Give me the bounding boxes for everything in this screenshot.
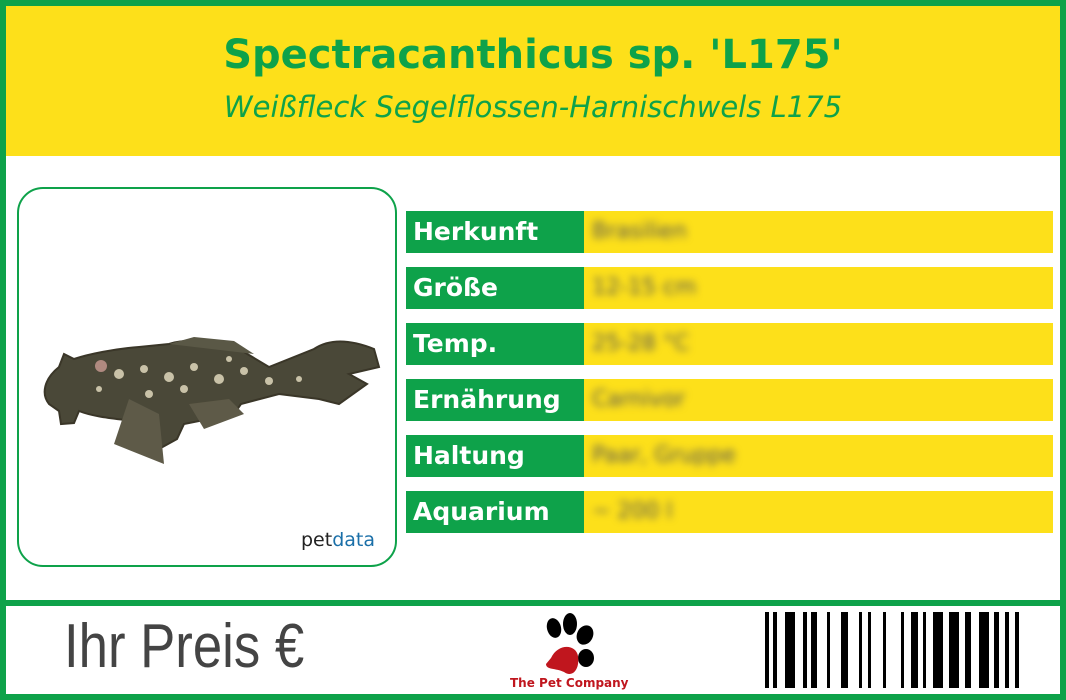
barcode-bar <box>868 612 871 688</box>
barcode-bar <box>859 612 862 688</box>
barcode-bar <box>841 612 848 688</box>
species-title: Spectracanthicus sp. 'L175' <box>223 32 843 78</box>
row-aquarium: Aquarium ~ 200 l <box>406 491 1053 533</box>
barcode-bar <box>994 612 999 688</box>
barcode-bar <box>827 612 830 688</box>
price-card: Spectracanthicus sp. 'L175' Weißfleck Se… <box>6 6 1060 694</box>
barcode <box>765 612 1019 688</box>
barcode-bar <box>785 612 795 688</box>
barcode-bar <box>803 612 807 688</box>
petdata-logo: petdata <box>301 529 375 551</box>
barcode-bar <box>965 612 971 688</box>
barcode-bar <box>979 612 989 688</box>
barcode-bar <box>901 612 904 688</box>
barcode-bar <box>1015 612 1019 688</box>
row-groesse: Größe 12-15 cm <box>406 267 1053 309</box>
barcode-bar <box>773 612 777 688</box>
header: Spectracanthicus sp. 'L175' Weißfleck Se… <box>6 6 1060 156</box>
fish-image-card: petdata <box>17 187 397 567</box>
row-ernaehrung: Ernährung Carnivor <box>406 379 1053 421</box>
paw-icon <box>546 613 594 675</box>
info-table: Herkunft Brasilien Größe 12-15 cm Temp. 25-… <box>406 211 1053 547</box>
fish-image <box>43 337 381 464</box>
company-name: The Pet Company <box>510 676 629 690</box>
barcode-bar <box>883 612 886 688</box>
row-herkunft: Herkunft Brasilien <box>406 211 1053 253</box>
barcode-bar <box>765 612 769 688</box>
footer-divider <box>6 600 1060 606</box>
common-name: Weißfleck Segelflossen-Harnischwels L175 <box>223 90 843 124</box>
row-haltung: Haltung Paar, Gruppe <box>406 435 1053 477</box>
barcode-bar <box>949 612 959 688</box>
barcode-bar <box>923 612 926 688</box>
barcode-bar <box>911 612 918 688</box>
barcode-bar <box>1005 612 1009 688</box>
barcode-bar <box>933 612 943 688</box>
price-label: Ihr Preis € <box>64 612 305 681</box>
row-temp: Temp. 25-28 °C <box>406 323 1053 365</box>
barcode-bar <box>811 612 817 688</box>
